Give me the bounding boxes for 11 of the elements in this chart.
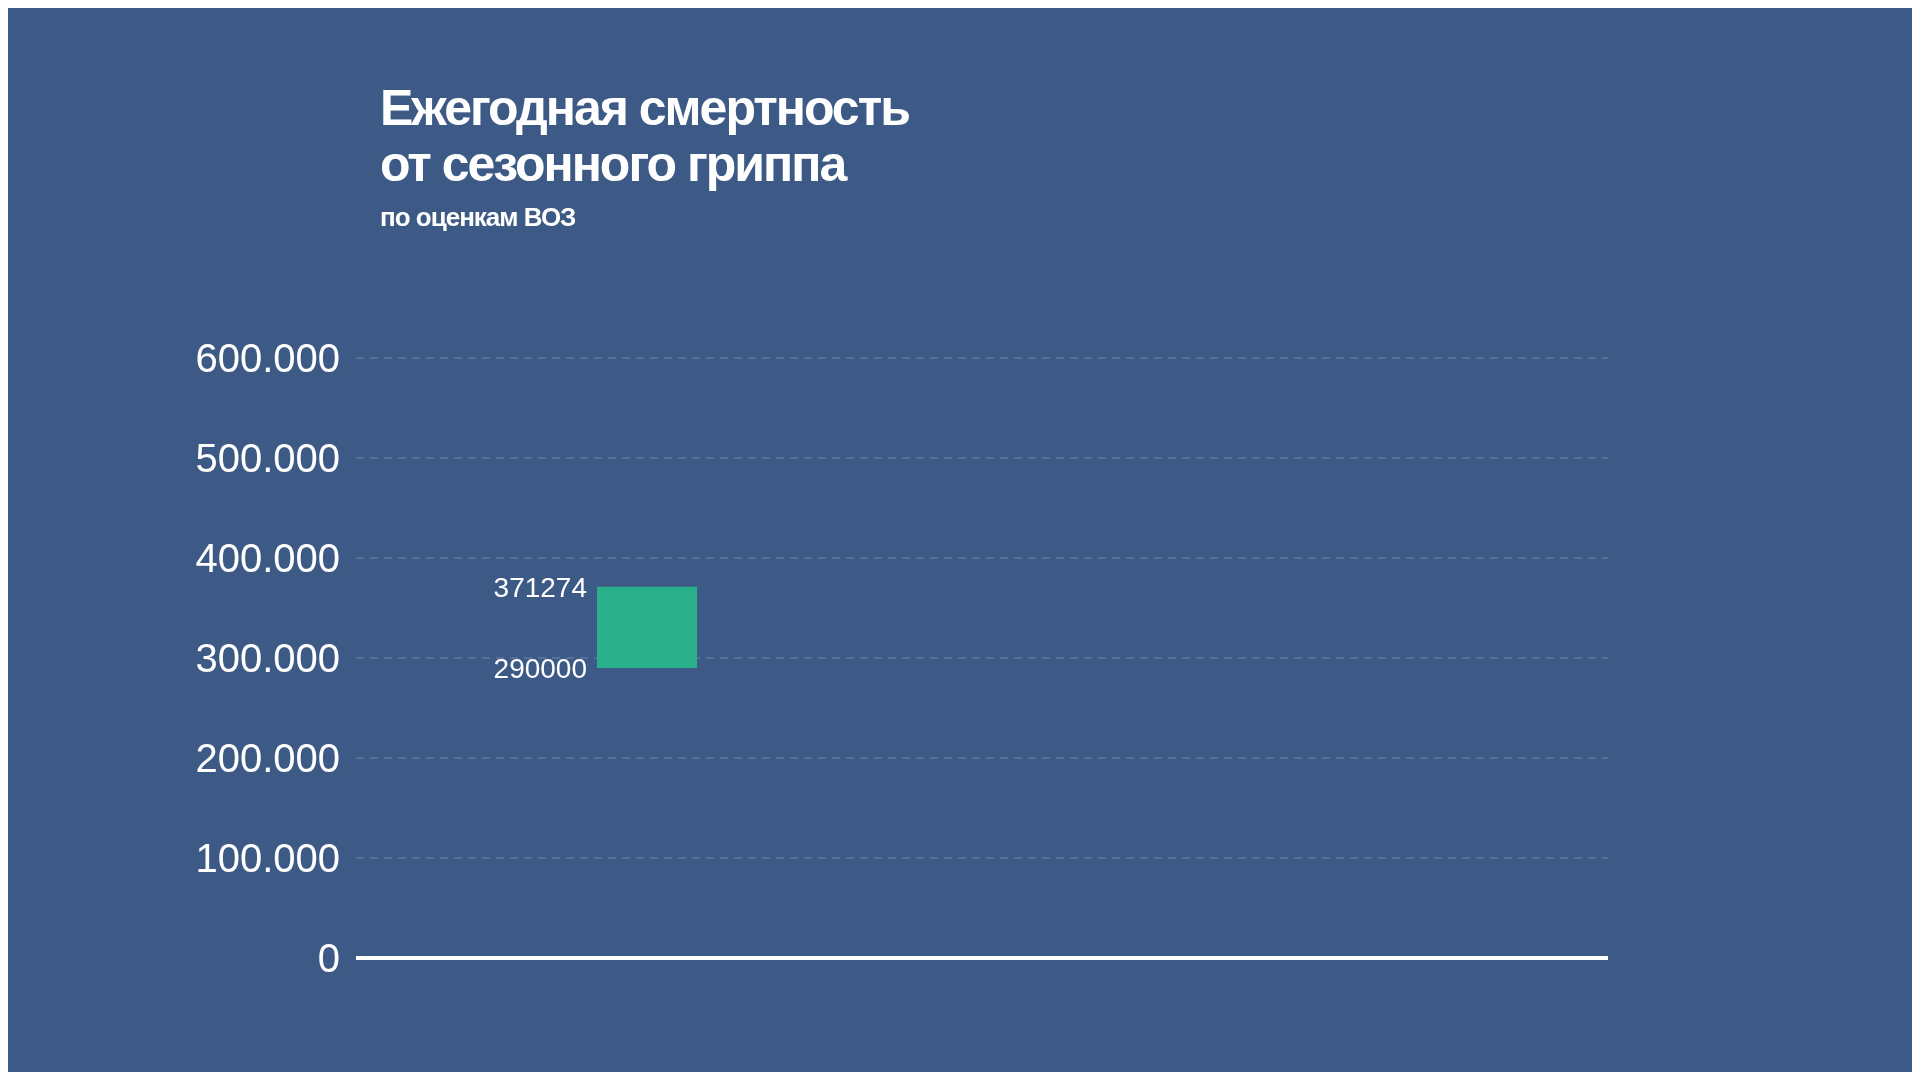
y-tick-label: 400.000	[195, 536, 340, 581]
chart-subtitle: по оценкам ВОЗ	[380, 202, 576, 233]
y-tick-label: 0	[317, 936, 340, 981]
annotation: 290000	[493, 653, 587, 684]
annotation: 371274	[493, 571, 587, 603]
y-tick-label: 300.000	[195, 636, 340, 681]
y-tick-label: 200.000	[195, 736, 340, 781]
chart-title: Ежегодная смертность от сезонного гриппа	[380, 80, 909, 192]
y-tick-label: 600.000	[195, 336, 340, 381]
y-tick-label: 100.000	[195, 836, 340, 881]
y-tick-label: 500.000	[195, 436, 340, 481]
